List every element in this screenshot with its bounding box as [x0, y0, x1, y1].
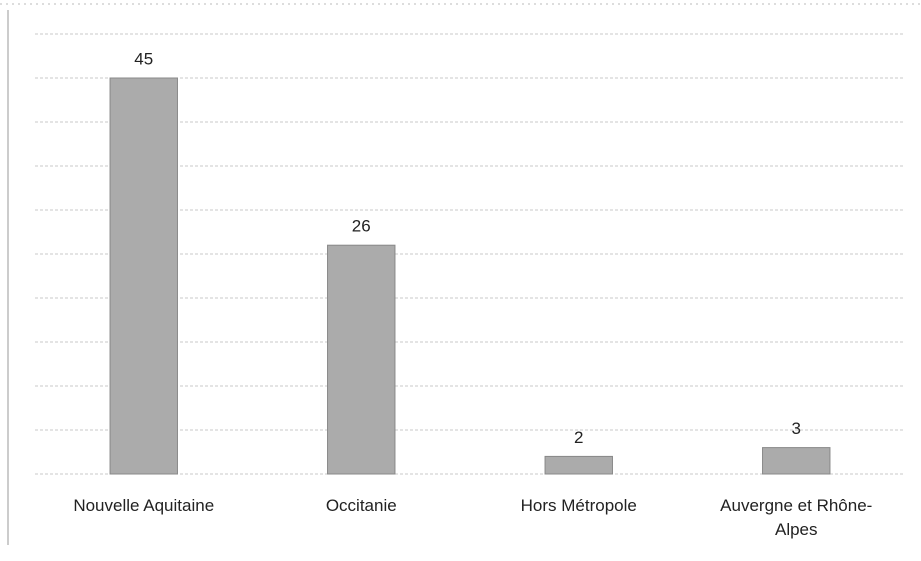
bar	[327, 244, 396, 475]
bar	[109, 77, 178, 475]
x-tick-label: Hors Métropole	[520, 496, 637, 515]
bar	[544, 455, 613, 475]
x-tick-label: Occitanie	[325, 496, 397, 515]
value-label: 26	[352, 217, 371, 236]
bar	[762, 447, 831, 475]
value-label: 45	[134, 49, 153, 68]
x-tick-label: Auvergne et Rhône-Alpes	[720, 496, 873, 539]
value-label: 3	[792, 419, 801, 438]
x-tick-label: Nouvelle Aquitaine	[73, 496, 215, 515]
value-label: 2	[574, 428, 583, 447]
